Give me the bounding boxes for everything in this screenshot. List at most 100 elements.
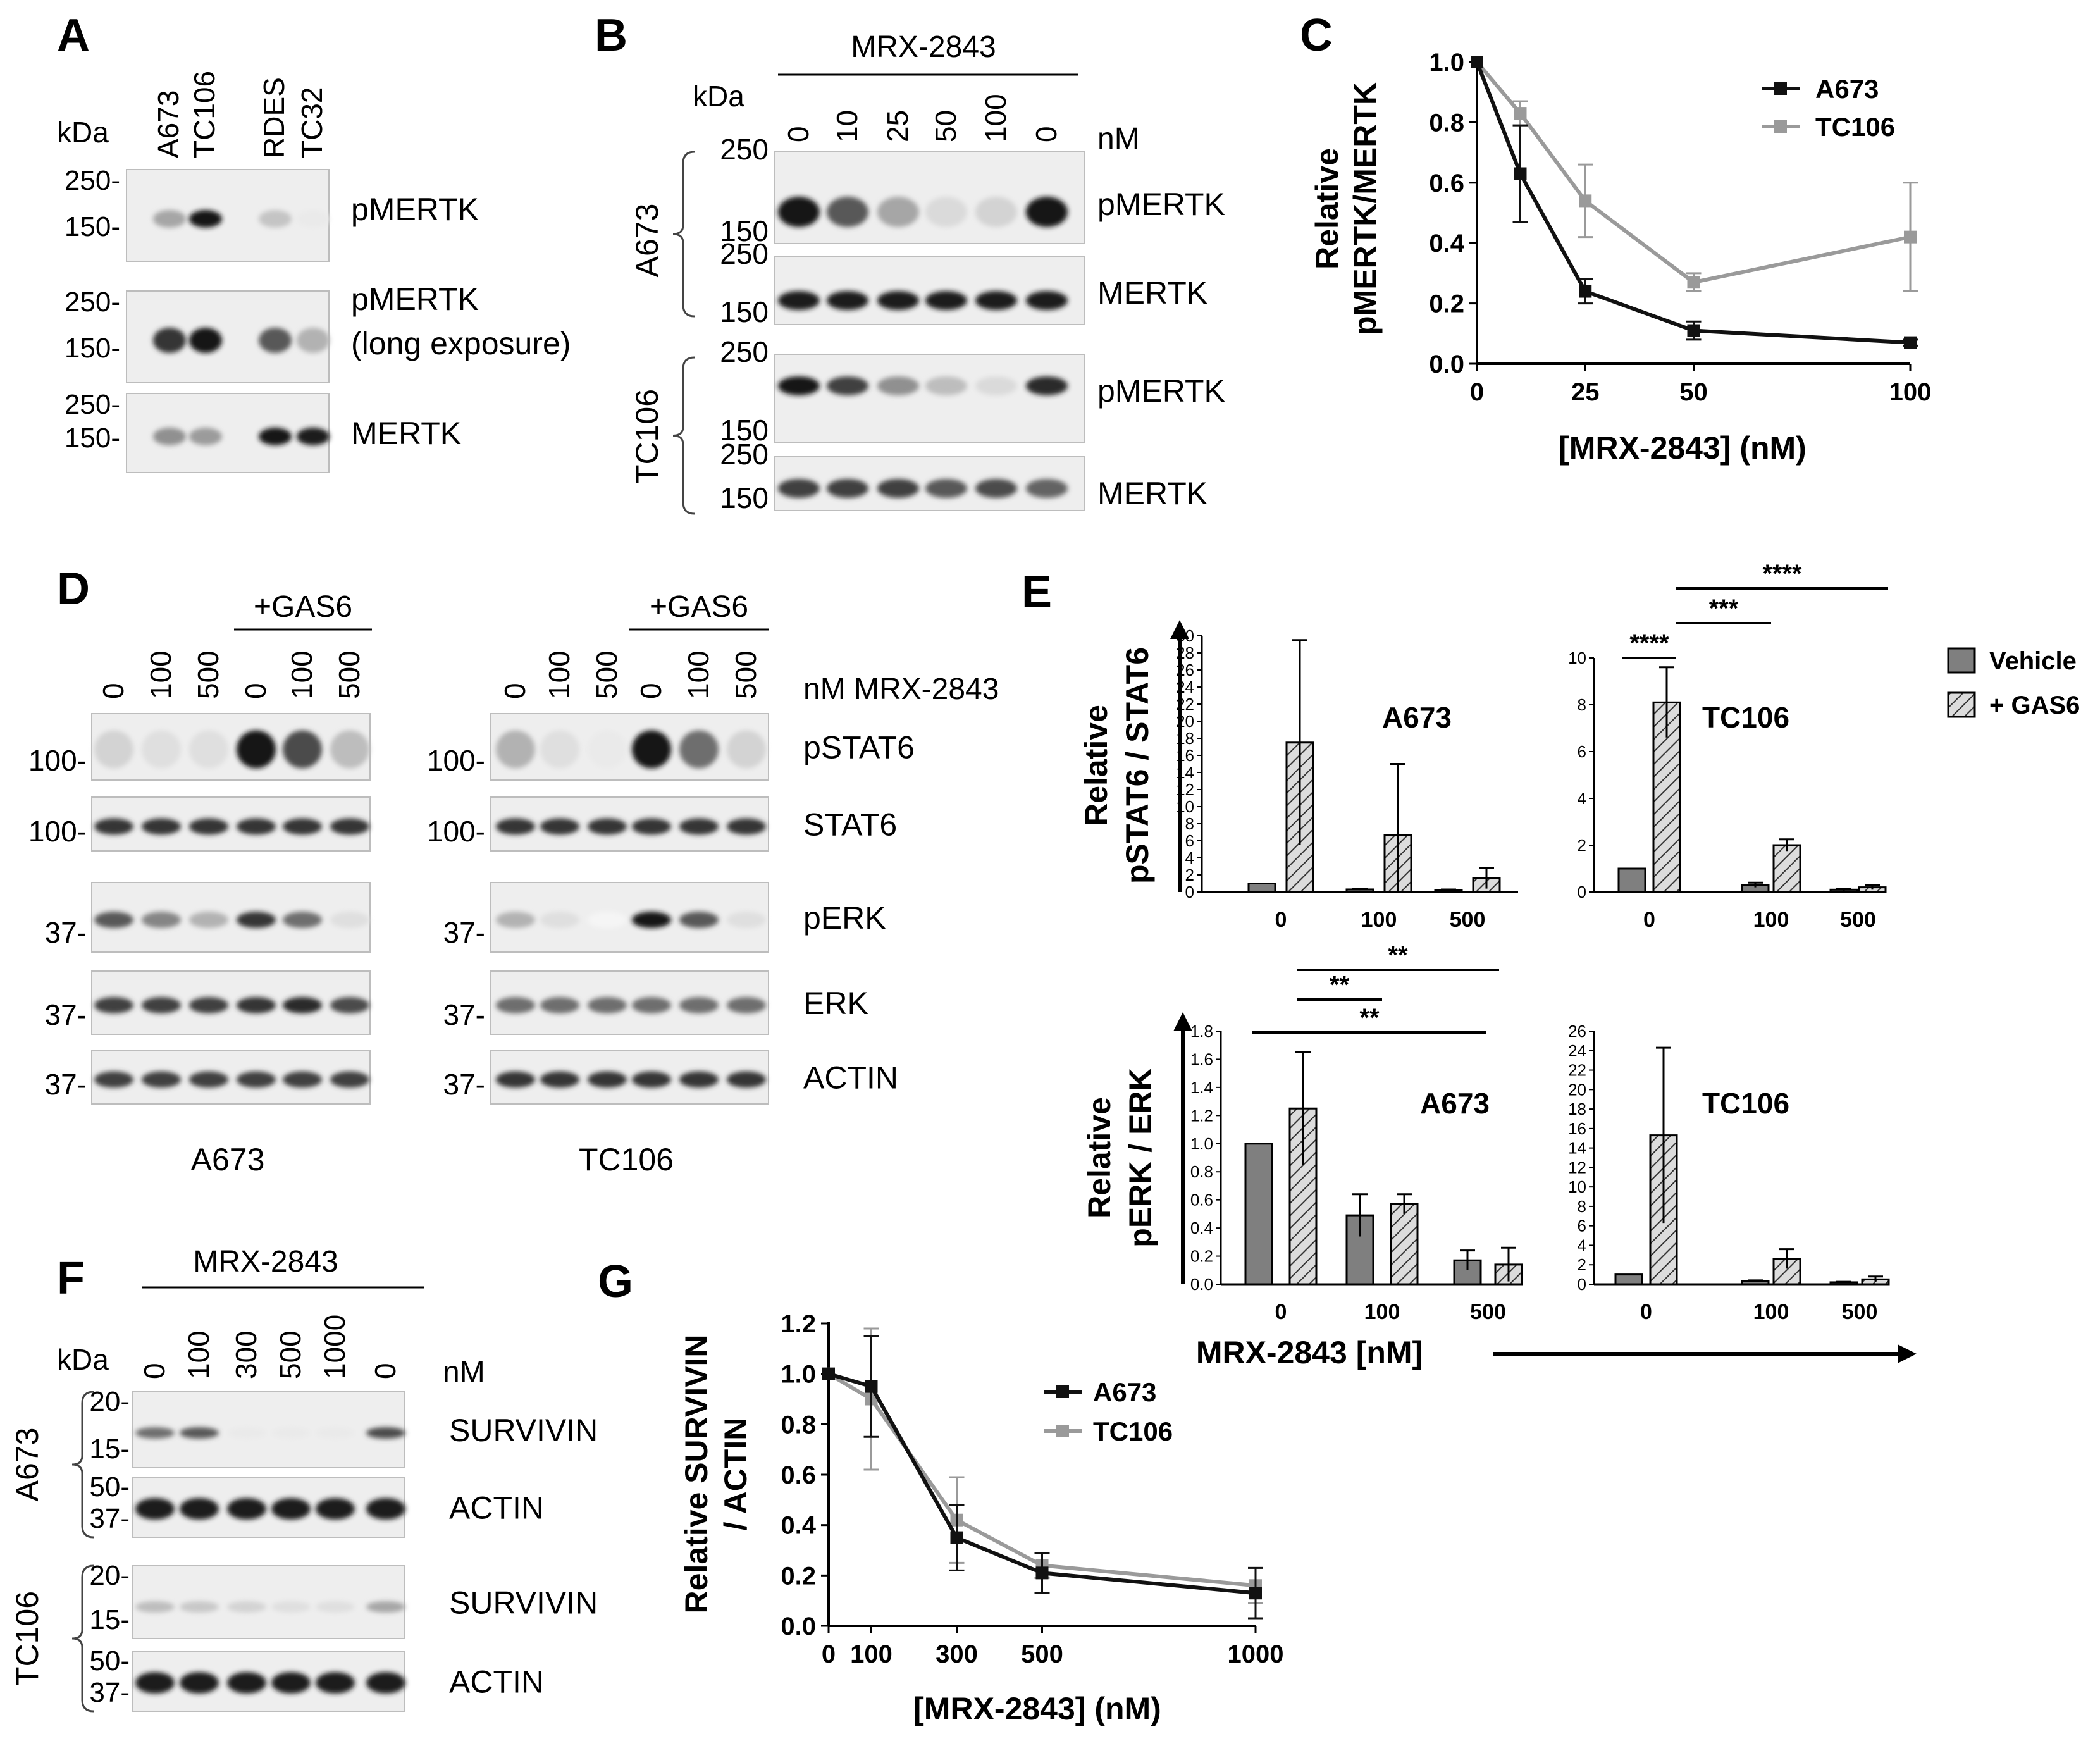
panel-d-blot [91,882,371,953]
panel-d-blot [490,713,769,781]
panel-c-y-tick-label: 0.2 [1429,290,1464,318]
panel-c-x-tick-label: 0 [1470,378,1484,406]
panel-g-point [822,1367,835,1380]
panel-e-significance-label: ** [1359,1004,1380,1032]
panel-d-cell-label: A673 [191,1142,265,1177]
panel-a-band [259,328,292,353]
panel-c-letter: C [1300,10,1333,61]
panel-d-blot [91,796,371,852]
panel-d-lane-label: 0 [498,683,531,699]
panel-c-x-tick-label: 100 [1889,378,1932,406]
panel-d-mw-marker: 37- [443,998,485,1031]
panel-d-band [142,997,181,1013]
panel-a-blot-label: pMERTK [351,192,479,227]
panel-f-brace [71,1564,94,1713]
panel-c-point [1687,276,1700,289]
panel-e-y-tick-label: 0.2 [1190,1247,1213,1266]
panel-d-mw-marker: 37- [45,916,87,949]
panel-d-band [189,818,228,835]
panel-c-x-tick-label: 25 [1571,378,1600,406]
panel-c-point [1579,194,1592,208]
panel-f-band [227,1498,266,1520]
panel-e-x-tick-label: 500 [1842,1300,1878,1324]
panel-b-band [1026,197,1068,227]
panel-d-band [283,730,322,769]
panel-e-y-tick-label: 4 [1578,789,1586,808]
panel-a-mw-marker: 150- [65,423,120,454]
panel-f-band [366,1427,405,1439]
panel-d-blot [91,970,371,1035]
panel-c-series-line [1475,61,1911,345]
panel-e-y-tick-label: 0 [1578,883,1586,901]
panel-d-cell-label: TC106 [579,1142,674,1177]
panel-d-band [189,912,228,928]
panel-f-blot-label: ACTIN [449,1490,544,1526]
panel-b-letter: B [595,10,627,61]
panel-d-lane-label: 100 [543,650,576,699]
panel-b-lane-label: 0 [1030,126,1063,142]
panel-d-band [94,1071,133,1088]
panel-e-vehicle-bar [1617,867,1646,893]
panel-f-band [366,1601,405,1613]
panel-d-band [237,818,276,835]
panel-d-lane-label: 500 [590,650,623,699]
panel-e-y-tick-label: 16 [1568,1119,1586,1138]
panel-a-band [297,210,330,228]
panel-d-band [679,912,719,928]
panel-d-blot [490,796,769,852]
panel-c-point [1471,56,1483,68]
panel-e-y-tick-label: 24 [1568,1041,1586,1060]
panel-f-lane-label: 100 [182,1330,215,1379]
panel-e-y-tick-label: 10 [1568,1177,1586,1196]
panel-d-band [94,730,133,769]
panel-d-row-label: ERK [803,986,868,1021]
panel-d-band [237,997,276,1013]
panel-a-band [297,328,330,353]
panel-d-unit-label: nM MRX-2843 [803,672,999,706]
panel-e-significance-label: ** [1330,971,1350,999]
panel-e-significance-label: ** [1388,941,1408,969]
panel-e-significance-label: **** [1762,560,1802,588]
panel-e-plot-title: A673 [1382,701,1452,734]
panel-f-band [180,1427,219,1439]
panel-a-band [259,210,292,228]
panel-b-kda: kDa [693,80,744,113]
panel-a-mw-marker: 250- [65,287,120,318]
panel-b-mw-marker: 150 [720,481,769,514]
panel-d-band [330,818,369,835]
panel-f-mw-marker: 37- [89,1677,130,1708]
panel-d-band [283,997,322,1013]
panel-f-band [316,1498,355,1520]
panel-a-blot-label2: (long exposure) [351,326,571,361]
panel-d-band [588,912,627,928]
panel-d-row-label: ACTIN [803,1060,898,1096]
panel-d-band [540,997,579,1013]
panel-e-y-tick-label: 6 [1185,831,1194,850]
panel-e-y-tick-label: 2 [1578,836,1586,855]
panel-f-blot [132,1565,405,1639]
panel-e-ylabel: Relative [1082,1097,1117,1218]
panel-d-band [330,912,369,928]
panel-b-mw-marker: 150 [720,295,769,328]
panel-e-y-tick-label: 18 [1568,1100,1586,1118]
panel-c-point [1904,230,1917,244]
panel-c-ylabel: pMERTK/MERTK [1347,82,1383,335]
panel-d-band [588,730,627,769]
panel-d-band [330,730,369,769]
panel-b-band [975,291,1017,310]
panel-e-x-tick-label: 100 [1364,1300,1400,1324]
panel-e-y-arrowhead [1173,1012,1192,1031]
panel-c-y-tick-label: 0.6 [1429,170,1464,197]
panel-g-legend-label: TC106 [1093,1416,1173,1446]
panel-a-lane-label: TC32 [295,87,328,158]
panel-b-lane-label: 50 [929,110,962,142]
panel-d-band [496,912,535,928]
panel-e-vehicle-bar [1247,883,1276,893]
panel-f-band [271,1672,311,1694]
panel-d-band [540,730,579,769]
panel-e-y-tick-label: 1.0 [1190,1134,1213,1153]
panel-g-y-tick-label: 1.2 [781,1310,816,1338]
panel-e-x-tick-label: 0 [1275,1300,1287,1324]
panel-d-blot [490,882,769,953]
